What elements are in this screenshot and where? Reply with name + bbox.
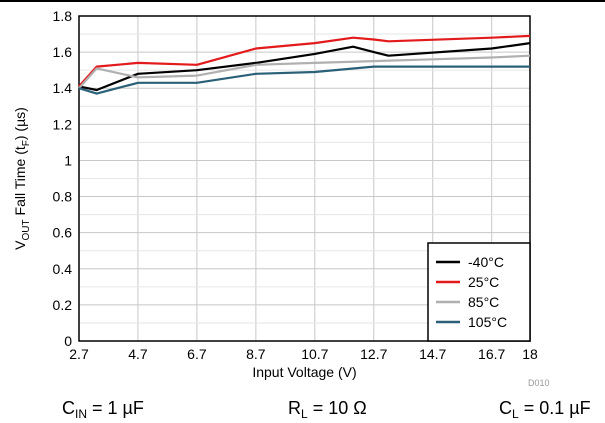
legend-label: 85°C bbox=[468, 294, 499, 310]
y-tick-label: 0.6 bbox=[53, 225, 73, 241]
x-tick-label: 16.7 bbox=[478, 346, 505, 362]
x-tick-label: 10.7 bbox=[301, 346, 328, 362]
y-axis-title: VOUT Fall Time (tF) (µs) bbox=[12, 107, 32, 250]
series-line bbox=[78, 65, 530, 95]
legend-label: -40°C bbox=[468, 254, 504, 270]
figure-code: D010 bbox=[528, 378, 550, 388]
legend-label: 25°C bbox=[468, 274, 499, 290]
y-tick-label: 0 bbox=[64, 333, 72, 349]
y-tick-label: 1 bbox=[64, 152, 72, 168]
legend-label: 105°C bbox=[468, 314, 507, 330]
y-tick-label: 1.6 bbox=[53, 44, 73, 60]
x-tick-label: 6.7 bbox=[187, 346, 207, 362]
top-rule bbox=[0, 0, 605, 2]
y-tick-label: 1.8 bbox=[53, 8, 73, 24]
x-tick-label: 18 bbox=[522, 346, 538, 362]
x-tick-label: 2.7 bbox=[69, 346, 89, 362]
y-tick-label: 0.8 bbox=[53, 189, 73, 205]
x-tick-label: 14.7 bbox=[419, 346, 446, 362]
x-tick-label: 8.7 bbox=[246, 346, 266, 362]
y-tick-label: 0.2 bbox=[53, 297, 73, 313]
y-tick-label: 0.4 bbox=[53, 261, 73, 277]
series-line bbox=[78, 42, 531, 92]
series-line bbox=[78, 34, 531, 88]
x-tick-label: 12.7 bbox=[360, 346, 387, 362]
plot-frame bbox=[78, 15, 531, 342]
series-line bbox=[78, 54, 531, 89]
caption-cl: CL = 0.1 µF bbox=[499, 398, 591, 421]
legend-box bbox=[427, 242, 531, 342]
y-tick-label: 1.2 bbox=[53, 116, 73, 132]
y-tick-label: 1.4 bbox=[53, 80, 73, 96]
caption-cin: CIN = 1 µF bbox=[62, 398, 144, 421]
x-tick-label: 4.7 bbox=[128, 346, 148, 362]
caption-rl: RL = 10 Ω bbox=[288, 398, 367, 421]
x-axis-title: Input Voltage (V) bbox=[252, 364, 356, 380]
